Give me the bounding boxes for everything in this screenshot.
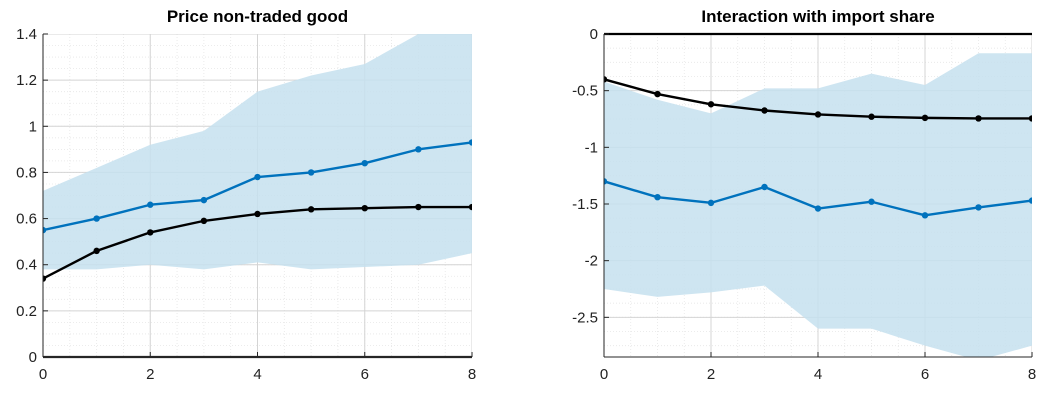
plot-area — [43, 34, 472, 357]
series-point-0 — [415, 146, 422, 153]
y-tick-label: -1 — [585, 139, 598, 156]
series-point-1 — [654, 90, 661, 98]
y-tick-label: -0.5 — [572, 83, 598, 100]
y-tick-label: 0.8 — [16, 164, 37, 181]
series-point-1 — [1028, 115, 1032, 122]
panel-title: Price non-traded good — [167, 7, 348, 26]
series-point-1 — [93, 247, 100, 255]
series-point-0 — [814, 205, 822, 212]
series-point-0 — [921, 212, 929, 219]
y-tick-label: 1 — [29, 118, 37, 135]
series-point-1 — [415, 203, 422, 211]
y-tick-label: 0.6 — [16, 211, 37, 228]
series-point-0 — [93, 215, 100, 222]
series-point-1 — [254, 210, 261, 218]
x-tick-label: 2 — [146, 366, 154, 383]
series-point-1 — [468, 203, 472, 211]
y-tick-label: -1.5 — [572, 196, 598, 213]
plot-area — [604, 34, 1032, 357]
series-point-1 — [604, 76, 608, 83]
series-point-1 — [814, 111, 822, 118]
series-point-1 — [361, 204, 368, 212]
y-tick-label: -2.5 — [572, 309, 598, 326]
x-tick-label: 0 — [600, 366, 608, 383]
y-tick-label: 0.4 — [16, 257, 37, 274]
series-point-0 — [761, 183, 768, 191]
series-point-1 — [707, 101, 715, 108]
x-tick-label: 8 — [468, 366, 476, 383]
series-point-0 — [147, 201, 154, 208]
x-tick-label: 2 — [707, 366, 715, 383]
series-point-0 — [975, 204, 982, 211]
y-tick-label: 1.4 — [16, 26, 37, 43]
series-point-1 — [307, 206, 315, 213]
x-tick-label: 8 — [1028, 366, 1036, 383]
series-point-0 — [43, 226, 47, 234]
series-point-1 — [200, 217, 208, 225]
x-tick-label: 4 — [253, 366, 261, 383]
panel-title: Interaction with import share — [701, 7, 934, 26]
y-tick-label: -2 — [585, 253, 598, 270]
series-point-1 — [921, 114, 929, 122]
x-tick-label: 6 — [921, 366, 929, 383]
series-point-0 — [307, 169, 315, 176]
y-tick-label: 0 — [590, 26, 598, 43]
series-point-1 — [761, 107, 768, 114]
series-point-0 — [707, 199, 715, 207]
y-tick-label: 0 — [29, 349, 37, 366]
x-tick-label: 6 — [361, 366, 369, 383]
panel-price-non-traded-good: Price non-traded good 0 0.2 0.4 0.6 0.8 1 1.2 1… — [16, 7, 476, 383]
series-point-0 — [200, 196, 208, 204]
x-tick-label: 0 — [39, 366, 47, 383]
series-point-0 — [468, 139, 472, 146]
series-point-1 — [868, 113, 875, 120]
series-point-1 — [43, 275, 47, 282]
series-point-0 — [1028, 197, 1032, 204]
x-tick-label: 4 — [814, 366, 822, 383]
series-point-0 — [604, 178, 608, 185]
confidence-band — [604, 53, 1032, 357]
y-tick-label: 0.2 — [16, 303, 37, 320]
y-tick-label: 1.2 — [16, 72, 37, 89]
panel-interaction-with-import-share: Interaction with import share 0 -0.5 -1 -1.… — [572, 7, 1036, 383]
series-point-0 — [361, 160, 368, 167]
series-point-0 — [868, 198, 875, 205]
series-point-0 — [654, 194, 661, 201]
series-point-1 — [147, 229, 154, 236]
series-point-1 — [975, 115, 982, 122]
series-point-0 — [254, 173, 261, 181]
